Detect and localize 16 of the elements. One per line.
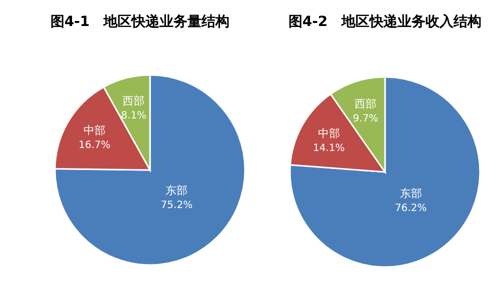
- slice-label: 西部: [354, 97, 377, 110]
- chart-title: 图4-1 地区快递业务量结构: [50, 13, 230, 30]
- data-label: 8.1%: [121, 110, 146, 122]
- data-label: 76.2%: [394, 202, 427, 214]
- chart-title: 图4-2 地区快递业务收入结构: [288, 13, 482, 30]
- data-label: 9.7%: [352, 113, 378, 124]
- slice-label: 中部: [84, 124, 106, 137]
- data-label: 14.1%: [312, 142, 345, 154]
- slice-label: 东部: [400, 186, 422, 200]
- pie-slice: [54, 74, 246, 266]
- pie-slice: [289, 76, 481, 268]
- slice-label: 中部: [318, 126, 340, 140]
- data-label: 16.7%: [78, 140, 110, 151]
- data-label: 75.2%: [160, 200, 193, 212]
- slice-label: 西部: [122, 94, 145, 108]
- slice-label: 东部: [166, 184, 188, 198]
